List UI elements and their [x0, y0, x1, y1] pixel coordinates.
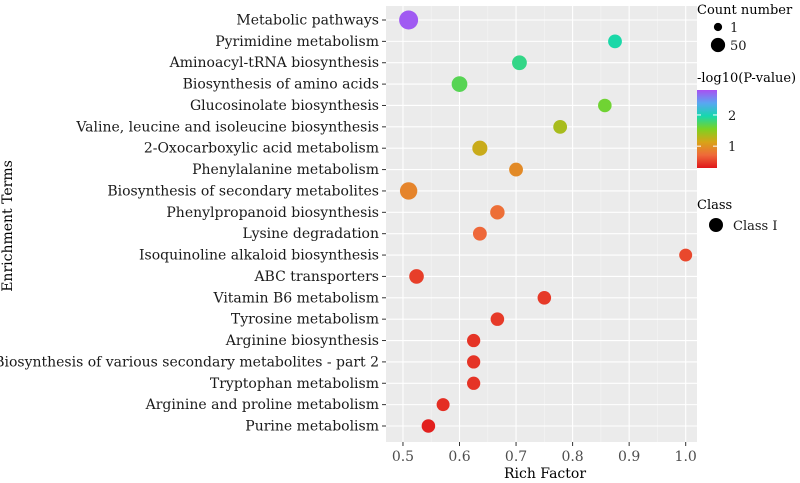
- data-point: [472, 140, 488, 156]
- y-tick-label: Pyrimidine metabolism: [215, 34, 379, 50]
- colorbar-tick-label: 2: [728, 109, 736, 124]
- y-tick-label: Biosynthesis of various secondary metabo…: [0, 354, 379, 370]
- size-legend-symbol: [710, 37, 726, 53]
- colorbar: [697, 90, 717, 168]
- data-point: [490, 312, 505, 326]
- grid-lines: [386, 6, 697, 442]
- y-tick-label: Metabolic pathways: [236, 13, 379, 29]
- y-tick-label: Lysine degradation: [243, 226, 379, 242]
- size-legend-label: 1: [730, 21, 738, 36]
- y-tick-label: Purine metabolism: [245, 419, 379, 435]
- colorbar-tick-label: 1: [728, 140, 736, 155]
- y-tick-label: Phenylpropanoid biosynthesis: [166, 205, 379, 221]
- data-point: [467, 333, 481, 348]
- x-tick-label: 0.7: [505, 449, 527, 465]
- y-tick-label: Biosynthesis of amino acids: [183, 77, 379, 93]
- y-tick-label: Vitamin B6 metabolism: [212, 290, 379, 306]
- legend-color-title: -log10(P-value): [697, 71, 796, 86]
- size-legend-label: 50: [730, 39, 747, 54]
- y-tick-label: Tyrosine metabolism: [231, 312, 379, 328]
- data-point: [467, 355, 481, 369]
- legend-class-title: Class: [697, 198, 732, 213]
- x-axis-title: Rich Factor: [504, 466, 586, 482]
- y-tick-label: Glucosinolate biosynthesis: [190, 98, 379, 114]
- plot-panel: [386, 6, 697, 442]
- data-point: [490, 205, 505, 220]
- legend-size-title: Count number: [697, 3, 793, 18]
- y-tick-label: Arginine biosynthesis: [225, 333, 379, 349]
- data-point: [679, 248, 693, 262]
- data-point: [509, 162, 523, 177]
- data-point: [399, 182, 418, 200]
- y-tick-label: Phenylalanine metabolism: [192, 162, 379, 178]
- data-point: [436, 398, 450, 412]
- data-point: [537, 291, 552, 305]
- class-legend-symbol: [709, 218, 723, 232]
- data-points: [399, 10, 693, 433]
- legend: Count number 150 -log10(P-value) 12 Clas…: [697, 3, 796, 234]
- y-tick-label: Biosynthesis of secondary metabolites: [107, 183, 379, 199]
- y-tick-label: ABC transporters: [253, 269, 379, 285]
- data-point: [598, 98, 612, 113]
- data-point: [467, 376, 481, 390]
- class-legend-entries: Class I: [709, 218, 777, 234]
- size-legend-entries: 150: [710, 21, 747, 54]
- y-axis-ticks: Metabolic pathways Pyrimidine metabolism A…: [0, 13, 386, 435]
- y-tick-label: Tryptophan metabolism: [210, 376, 379, 392]
- y-tick-label: Aminoacyl-tRNA biosynthesis: [169, 55, 379, 71]
- data-point: [472, 226, 487, 241]
- y-axis-title: Enrichment Terms: [0, 160, 16, 292]
- class-legend-label: Class I: [733, 219, 777, 234]
- y-tick-label: Arginine and proline metabolism: [145, 397, 379, 413]
- data-point: [421, 419, 436, 433]
- data-point: [608, 34, 622, 49]
- y-tick-label: Valine, leucine and isoleucine biosynthe…: [75, 119, 379, 135]
- y-tick-label: Isoquinoline alkaloid biosynthesis: [139, 248, 379, 264]
- x-axis-ticks: 0.5 0.6 0.7 0.8 0.9 1.0: [392, 442, 697, 465]
- data-point: [553, 119, 568, 134]
- data-point: [512, 55, 527, 71]
- x-tick-label: 1.0: [675, 449, 697, 465]
- y-tick-label: 2-Oxocarboxylic acid metabolism: [144, 141, 379, 157]
- data-point: [451, 76, 468, 92]
- data-point: [399, 10, 419, 30]
- size-legend-symbol: [713, 22, 723, 32]
- x-tick-label: 0.5: [392, 449, 414, 465]
- data-point: [409, 269, 424, 284]
- x-tick-label: 0.6: [448, 449, 470, 465]
- x-tick-label: 0.8: [561, 449, 583, 465]
- colorbar-ticks: 12: [697, 109, 736, 155]
- x-tick-label: 0.9: [618, 449, 640, 465]
